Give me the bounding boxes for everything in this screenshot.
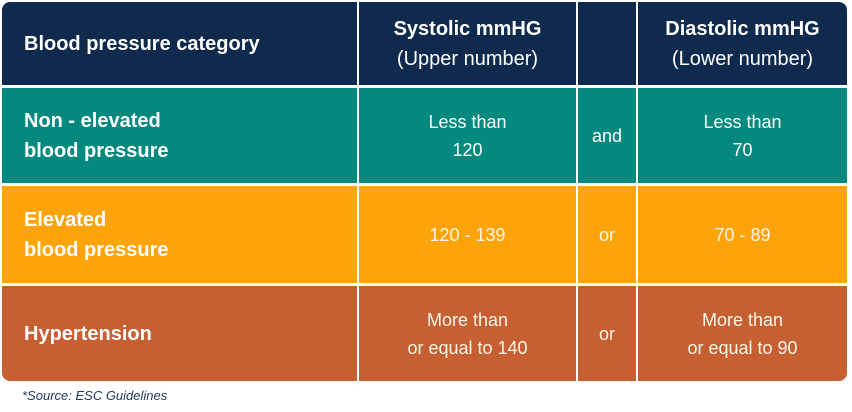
- row-elevated-conjunction-cell: or: [578, 186, 636, 283]
- row-non-elevated-conjunction-cell: and: [578, 88, 636, 183]
- category-label-line: Non - elevated: [24, 109, 161, 132]
- systolic-value-line: Less than: [428, 111, 507, 132]
- row-elevated-diastolic-cell: 70 - 89: [638, 186, 847, 283]
- systolic-value-line: or equal to 140: [407, 337, 528, 358]
- row-hypertension-conjunction-cell: or: [578, 286, 636, 381]
- category-label-line: blood pressure: [24, 139, 169, 162]
- header-category-label: Blood pressure category: [24, 32, 260, 55]
- systolic-value-line: More than: [426, 309, 509, 330]
- systolic-value-line: 120 - 139: [429, 224, 506, 245]
- header-diastolic-cell: Diastolic mmHG (Lower number): [638, 2, 847, 85]
- category-label-line: blood pressure: [24, 238, 169, 261]
- category-label-line: Elevated: [24, 208, 107, 231]
- header-category-cell: Blood pressure category: [2, 2, 357, 85]
- diastolic-value-line: Less than: [703, 111, 782, 132]
- conjunction-label: or: [598, 323, 615, 344]
- systolic-value-line: 120: [452, 139, 483, 160]
- diastolic-value-line: More than: [701, 309, 784, 330]
- conjunction-label: and: [591, 125, 623, 146]
- diastolic-value-line: or equal to 90: [687, 337, 798, 358]
- category-label-line: Hypertension: [24, 322, 152, 345]
- header-systolic-title: Systolic mmHG: [393, 17, 542, 40]
- diastolic-value-line: 70: [732, 139, 753, 160]
- source-note: *Source: ESC Guidelines: [22, 388, 168, 403]
- conjunction-label: or: [598, 224, 615, 245]
- header-systolic-cell: Systolic mmHG (Upper number): [359, 2, 576, 85]
- row-non-elevated-systolic-cell: Less than 120: [359, 88, 576, 183]
- row-non-elevated-category-cell: Non - elevated blood pressure: [2, 88, 357, 183]
- header-systolic-subtitle: (Upper number): [396, 47, 539, 70]
- row-hypertension-diastolic-cell: More than or equal to 90: [638, 286, 847, 381]
- row-hypertension-category-cell: Hypertension: [2, 286, 357, 381]
- row-elevated-systolic-cell: 120 - 139: [359, 186, 576, 283]
- row-elevated-category-cell: Elevated blood pressure: [2, 186, 357, 283]
- header-diastolic-subtitle: (Lower number): [671, 47, 814, 70]
- diastolic-value-line: 70 - 89: [714, 224, 771, 245]
- header-diastolic-title: Diastolic mmHG: [665, 17, 820, 40]
- row-hypertension-systolic-cell: More than or equal to 140: [359, 286, 576, 381]
- row-non-elevated-diastolic-cell: Less than 70: [638, 88, 847, 183]
- header-conjunction-cell: [578, 2, 636, 85]
- blood-pressure-table: Blood pressure category Systolic mmHG (U…: [2, 2, 847, 381]
